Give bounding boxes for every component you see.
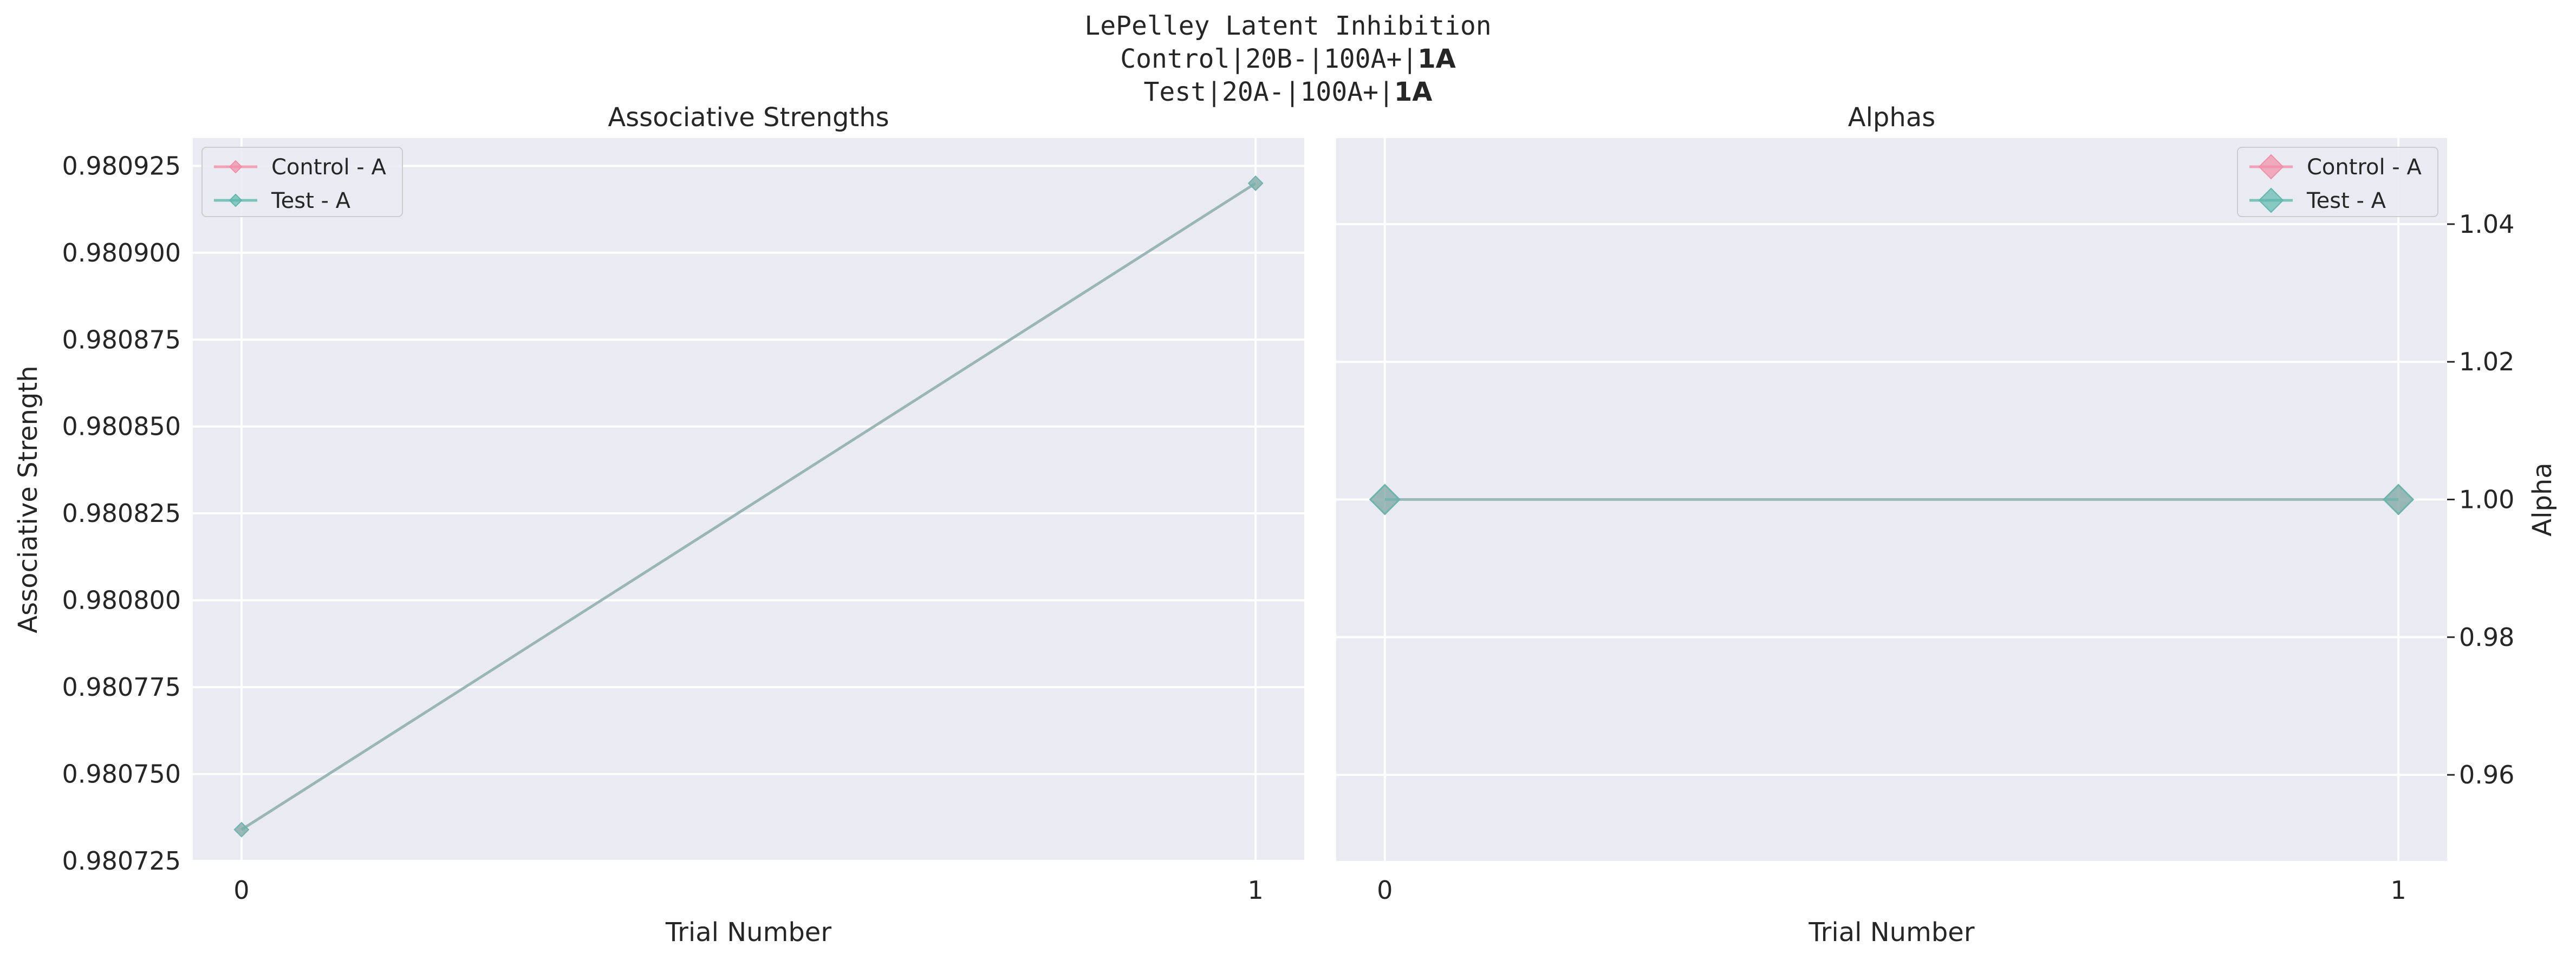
x-tick-label: 1 — [1247, 876, 1263, 905]
series-line-test-a — [240, 182, 1257, 831]
data-point-test-a — [1369, 484, 1401, 515]
y-tick-label: 0.980900 — [62, 238, 181, 267]
plot-area — [193, 138, 1304, 861]
legend: Control - A Test - A — [2237, 147, 2438, 217]
figure-title-line-1: LePelley Latent Inhibition — [1084, 11, 1492, 41]
y-tick-label: 0.980725 — [62, 846, 181, 876]
y-tick-label: 1.02 — [2459, 347, 2514, 376]
data-point-test-a — [2383, 484, 2415, 515]
title-control-design: Control|20B-|100A+| — [1120, 44, 1418, 74]
y-axis-label: Alpha — [2527, 462, 2558, 536]
legend-label: Test - A — [271, 188, 351, 213]
y-tick-label: 1.00 — [2459, 485, 2514, 514]
data-point-test-a — [233, 821, 250, 838]
legend-marker — [229, 160, 243, 174]
x-tick-label: 0 — [233, 876, 249, 905]
legend-label: Test - A — [2306, 188, 2386, 213]
y-tick-label: 0.980825 — [62, 499, 181, 528]
alphas-panel: 0.96 0.98 1.00 1.02 1.04 0 1 Alphas Trial Number… — [1336, 102, 2558, 948]
x-axis-label: Trial Number — [1808, 917, 1974, 948]
y-tick-label: 0.98 — [2459, 623, 2514, 652]
figure-title-line-3: Test|20A-|100A+|1A — [0, 76, 2576, 109]
y-tick-label: 0.980750 — [62, 760, 181, 789]
y-tick-label: 0.980800 — [62, 586, 181, 615]
title-test-design: Test|20A-|100A+| — [1143, 77, 1394, 107]
figure-title-line-2: Control|20B-|100A+|1A — [0, 43, 2576, 76]
title-control-phase: 1A — [1417, 44, 1456, 74]
axes-title: Alphas — [1848, 102, 1935, 133]
legend: Control - A Test - A — [201, 147, 403, 217]
axes-title: Associative Strengths — [608, 102, 889, 133]
y-tick-label: 0.980925 — [62, 151, 181, 180]
y-axis-label: Associative Strength — [13, 365, 43, 633]
legend-marker — [229, 193, 243, 207]
y-tick-label: 0.980775 — [62, 672, 181, 702]
legend-marker — [2258, 187, 2284, 213]
y-tick-label: 0.980850 — [62, 412, 181, 441]
data-point-test-a — [1247, 175, 1264, 191]
figure-title: LePelley Latent Inhibition Control|20B-|… — [0, 10, 2576, 109]
legend-label: Control - A — [2307, 155, 2422, 180]
y-tick-label: 0.980875 — [62, 325, 181, 354]
legend-label: Control - A — [271, 155, 386, 180]
legend-marker — [2258, 154, 2284, 180]
x-tick-label: 1 — [2391, 876, 2406, 905]
y-tick-label: 0.96 — [2459, 760, 2514, 789]
title-test-phase: 1A — [1394, 77, 1433, 107]
associative-strengths-panel: 0.980725 0.980750 0.980775 0.980800 0.980825… — [13, 102, 1304, 948]
x-axis-label: Trial Number — [665, 917, 831, 948]
x-tick-label: 0 — [1377, 876, 1393, 905]
y-tick-label: 1.04 — [2459, 210, 2514, 239]
